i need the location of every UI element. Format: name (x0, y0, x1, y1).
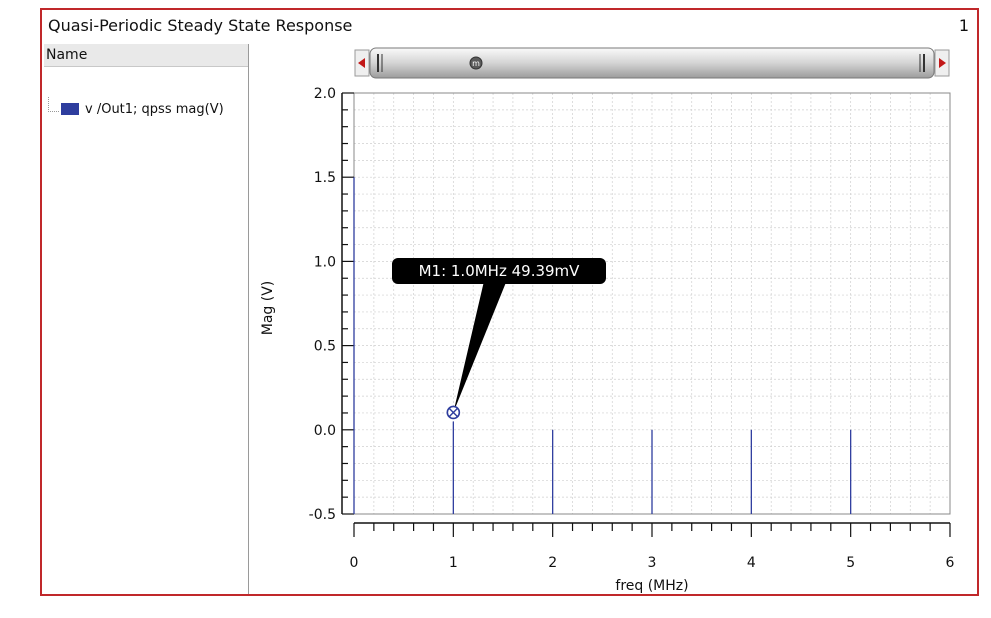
marker-position-icon[interactable]: m (469, 56, 483, 70)
name-column-header[interactable]: Name (44, 44, 248, 67)
x-tick-label: 6 (946, 555, 955, 571)
y-tick-label: 2.0 (314, 86, 336, 102)
y-tick-label: 1.0 (314, 254, 336, 270)
thumb-right-grip[interactable] (919, 54, 925, 72)
waveform-window: Quasi-Periodic Steady State Response 1 N… (40, 8, 979, 596)
y-tick-label: -0.5 (309, 507, 336, 523)
x-tick-label: 4 (747, 555, 756, 571)
tree-connector (48, 96, 59, 112)
x-tick-label: 2 (548, 555, 557, 571)
trace-list-panel: Name v /Out1; qpss mag(V) (44, 44, 249, 594)
x-tick-label: 1 (449, 555, 458, 571)
y-tick-label: 0.0 (314, 423, 336, 439)
marker-crosshair-icon (446, 405, 461, 420)
x-axis-label: freq (MHz) (615, 578, 688, 594)
marker-cross-line (448, 407, 458, 417)
window-title: Quasi-Periodic Steady State Response (48, 16, 353, 35)
series-stems (353, 177, 852, 514)
scroll-left-arrow-icon[interactable] (354, 49, 370, 77)
thumb-left-grip[interactable] (377, 54, 383, 72)
scrollbar-thumb[interactable] (369, 47, 935, 79)
marker-callout-pointer (453, 284, 506, 413)
trace-list-item[interactable]: v /Out1; qpss mag(V) (48, 96, 224, 118)
horizontal-scrollbar[interactable]: m (354, 44, 950, 82)
marker-label: M1: 1.0MHz 49.39mV (419, 262, 581, 280)
scroll-right-arrow-icon[interactable] (934, 49, 950, 77)
y-tick-label: 0.5 (314, 339, 336, 355)
axes: 2.0 1.5 1.0 0.5 0.0 -0.5 0 1 2 3 4 5 6 (309, 86, 955, 571)
series-label: v /Out1; qpss mag(V) (85, 101, 224, 117)
y-tick-label: 1.5 (314, 170, 336, 186)
x-tick-label: 0 (350, 555, 359, 571)
series-color-swatch (61, 103, 79, 115)
x-tick-label: 3 (648, 555, 657, 571)
marker-label-box (392, 258, 606, 284)
y-axis-label: Mag (V) (260, 281, 276, 336)
svg-text:m: m (472, 59, 480, 68)
marker-m1[interactable]: M1: 1.0MHz 49.39mV (392, 258, 606, 420)
page-number: 1 (958, 16, 969, 35)
x-tick-label: 5 (846, 555, 855, 571)
